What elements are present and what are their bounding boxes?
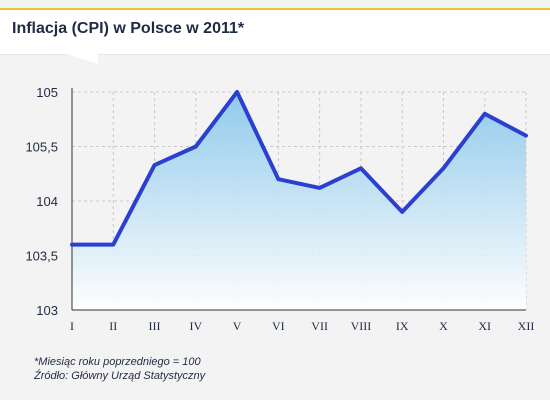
data-point xyxy=(235,90,239,94)
source-note: Źródło: Główny Urząd Statystyczny xyxy=(34,370,206,382)
x-tick-label: XI xyxy=(478,319,491,333)
data-point xyxy=(524,134,528,138)
data-point xyxy=(483,112,487,116)
title-box: Inflacja (CPI) w Polsce w 2011* xyxy=(0,8,550,55)
data-point xyxy=(441,166,445,170)
footnote: *Miesiąc roku poprzedniego = 100 xyxy=(34,356,201,368)
y-tick-label: 103,5 xyxy=(25,249,58,264)
x-tick-label: X xyxy=(439,319,448,333)
data-point xyxy=(153,163,157,167)
data-point xyxy=(400,210,404,214)
data-point xyxy=(318,186,322,190)
data-point xyxy=(111,243,115,247)
data-point xyxy=(276,177,280,181)
data-point xyxy=(194,145,198,148)
x-tick-label: VII xyxy=(311,319,328,333)
y-tick-label: 103 xyxy=(36,303,58,318)
x-tick-label: I xyxy=(70,319,74,333)
y-tick-label: 104 xyxy=(36,194,58,209)
area-fill-group xyxy=(72,92,526,310)
series-line xyxy=(70,90,528,247)
series-line-group xyxy=(70,90,528,247)
y-tick-label: 105,5 xyxy=(25,140,58,155)
data-point xyxy=(70,243,74,247)
x-tick-label: VI xyxy=(272,319,285,333)
footer: *Miesiąc roku poprzedniego = 100 Źródło:… xyxy=(34,355,205,383)
title-callout-tail xyxy=(54,50,98,64)
series-area xyxy=(72,92,526,310)
x-tick-label: II xyxy=(109,319,117,333)
chart-title: Inflacja (CPI) w Polsce w 2011* xyxy=(12,20,245,37)
data-point xyxy=(359,166,363,170)
x-tick-label: IX xyxy=(396,319,409,333)
x-tick-label: XII xyxy=(518,319,535,333)
x-tick-label: VIII xyxy=(351,319,372,333)
axes xyxy=(71,88,526,311)
x-tick-label: III xyxy=(149,319,161,333)
x-tick-label: IV xyxy=(189,319,202,333)
y-tick-label: 105 xyxy=(36,85,58,100)
x-tick-label: V xyxy=(233,319,242,333)
